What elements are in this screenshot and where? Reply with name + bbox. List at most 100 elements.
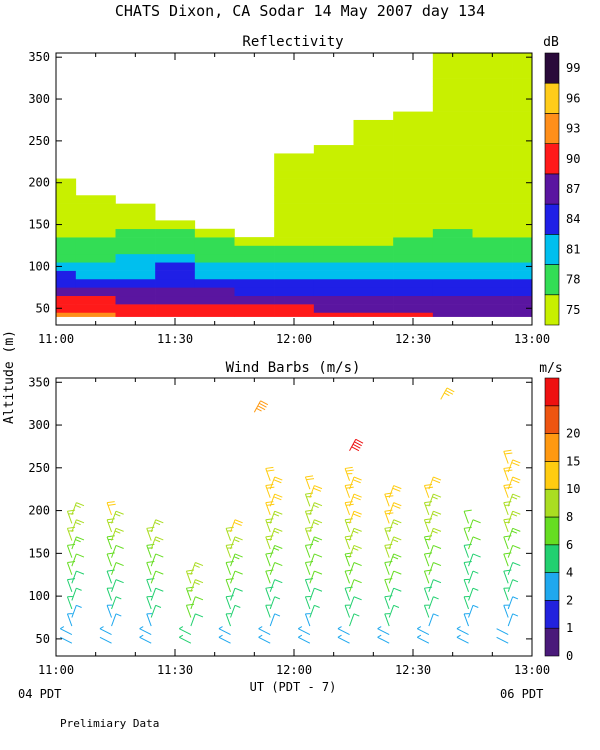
wind-barb-shaft — [71, 605, 77, 618]
wind-barb-shaft — [463, 562, 470, 575]
wind-barb-flag — [512, 579, 519, 583]
reflectivity-cell — [274, 278, 315, 288]
wind-barb-flag — [512, 476, 521, 481]
reflectivity-cell — [313, 203, 354, 213]
wind-barb-flag — [298, 634, 303, 638]
wind-barb-shaft — [456, 628, 469, 636]
wind-barb-flag — [314, 485, 323, 490]
y-tick-label: 200 — [28, 504, 50, 518]
reflectivity-cell — [353, 212, 394, 221]
wind-barb-shaft — [265, 536, 271, 550]
reflectivity-cell — [512, 170, 533, 179]
reflectivity-cell — [155, 220, 196, 230]
x-right-note: 06 PDT — [500, 687, 543, 701]
wind-barb-shaft — [463, 511, 470, 524]
wind-barb-flag — [512, 459, 521, 464]
reflectivity-cell — [115, 304, 156, 313]
wind-barb-shaft — [60, 628, 73, 636]
wind-barb-shaft — [225, 613, 232, 627]
reflectivity-cell — [313, 237, 354, 246]
wind-barb-flag — [393, 587, 402, 592]
wind-barb-shaft — [225, 545, 232, 558]
wind-barb-shaft — [150, 605, 157, 618]
wind-barb-shaft — [66, 596, 73, 610]
wind-barb-flag — [511, 513, 518, 517]
wind-barb-flag — [194, 581, 200, 585]
reflectivity-cell — [393, 136, 434, 146]
wind-barb-flag — [179, 626, 184, 630]
wind-barb-shaft — [190, 596, 196, 610]
wind-barb-flag — [314, 604, 320, 608]
wind-barb-shaft — [417, 628, 430, 636]
wind-barb-shaft — [304, 476, 311, 490]
wind-barb-shaft — [349, 528, 355, 541]
wind-barb-flag — [511, 479, 520, 484]
wind-barb-shaft — [309, 485, 315, 498]
wind-barb-flag — [274, 510, 283, 515]
reflectivity-cell — [432, 262, 473, 271]
wind-barb-shaft — [349, 511, 355, 524]
wind-barb-flag — [274, 579, 283, 584]
wind-axes: 50 100 150 200 250 300 350 11:00 11:30 12:00 12:30… — [28, 375, 550, 677]
reflectivity-cell — [472, 145, 513, 154]
reflectivity-cell — [115, 220, 156, 230]
reflectivity-cell — [115, 228, 156, 238]
reflectivity-cell — [432, 153, 473, 163]
reflectivity-cell — [472, 304, 513, 313]
x-tick-label: 12:30 — [395, 663, 431, 677]
wind-barb-shaft — [496, 628, 509, 636]
wind-barb-shaft — [66, 528, 73, 541]
reflectivity-cell — [75, 237, 116, 246]
reflectivity-cell — [115, 287, 156, 297]
reflectivity-cell — [155, 270, 196, 280]
reflectivity-cell — [75, 278, 116, 288]
wind-barb-shaft — [106, 553, 113, 567]
wind-barb-shaft — [428, 476, 434, 490]
reflectivity-cell — [432, 203, 473, 213]
reflectivity-cell — [353, 245, 394, 255]
reflectivity-cell — [313, 170, 354, 179]
reflectivity-cell — [393, 128, 434, 137]
reflectivity-cell — [393, 270, 434, 280]
wind-barb-flag — [76, 502, 85, 507]
colorbar-tick-label: 96 — [566, 91, 580, 105]
wind-barb-shaft — [384, 613, 390, 627]
wind-barb-shaft — [190, 579, 196, 593]
wind-barb-shaft — [344, 519, 351, 533]
reflectivity-cell — [393, 287, 434, 297]
reflectivity-cell — [472, 86, 513, 96]
y-tick-label: 200 — [28, 176, 50, 190]
reflectivity-cell — [432, 145, 473, 154]
wind-barb-shaft — [265, 553, 271, 567]
y-tick-label: 250 — [28, 461, 50, 475]
reflectivity-cell — [472, 69, 513, 79]
wind-barb-shaft — [388, 605, 395, 618]
reflectivity-cell — [353, 270, 394, 280]
wind-barb-flag — [99, 626, 104, 630]
wind-barb-flag — [433, 579, 442, 584]
reflectivity-cell — [512, 128, 533, 137]
reflectivity-cell — [313, 212, 354, 221]
wind-barb-shaft — [269, 579, 276, 593]
reflectivity-cell — [512, 253, 533, 263]
wind-barb-shaft — [265, 468, 271, 481]
wind-barb-flag — [313, 487, 322, 492]
reflectivity-cell — [194, 278, 235, 288]
reflectivity-cell — [194, 270, 235, 280]
wind-barb-flag — [274, 613, 281, 617]
wind-barb-shaft — [309, 570, 315, 584]
wind-barb-shaft — [503, 570, 509, 584]
wind-barb-flag — [352, 547, 359, 551]
wind-barb-shaft — [139, 628, 152, 636]
colorbar-tick-label: 6 — [566, 538, 573, 552]
wind-barb-shaft — [344, 553, 351, 567]
wind-barb-flag — [257, 405, 266, 411]
reflectivity-cell — [353, 195, 394, 204]
y-tick-label: 350 — [28, 375, 50, 389]
y-tick-label: 350 — [28, 50, 50, 64]
reflectivity-cell — [353, 128, 394, 137]
wind-barb-shaft — [417, 636, 430, 644]
y-tick-label: 100 — [28, 589, 50, 603]
wind-barb-shaft — [309, 605, 315, 618]
colorbar-tick-label: 4 — [566, 566, 573, 580]
